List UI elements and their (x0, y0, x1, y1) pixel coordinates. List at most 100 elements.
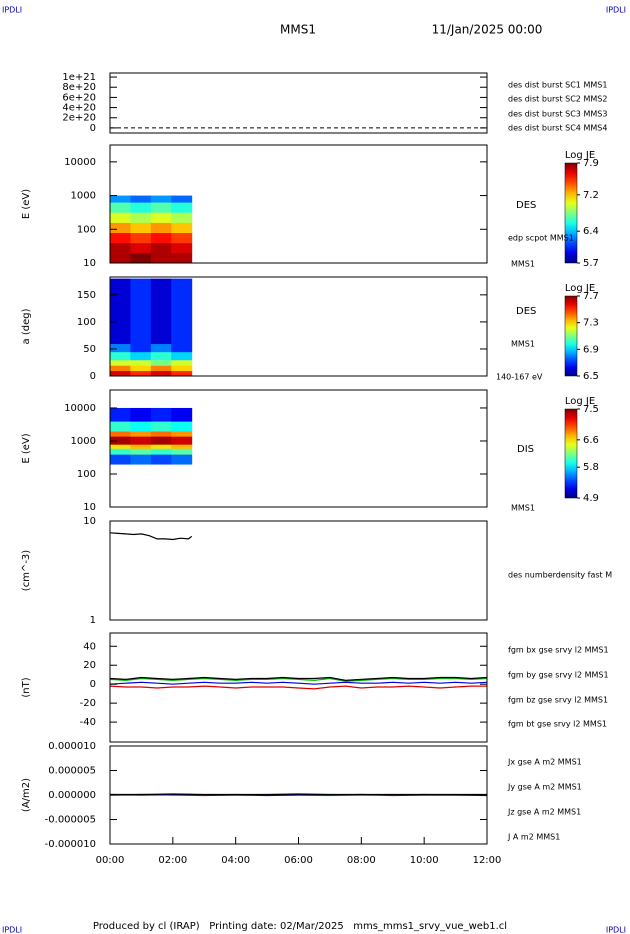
colorbar-tick-label: 5.7 (583, 258, 599, 269)
heatmap-cell (130, 407, 152, 422)
legend-entry: J A m2 MMS1 (507, 833, 560, 842)
heatmap-cell (130, 232, 152, 244)
panel-frame (109, 144, 488, 264)
y-tick-label: 10000 (64, 157, 96, 168)
plot-area (110, 793, 487, 797)
y-tick-label: -0.000005 (45, 815, 96, 826)
y-tick-label: 100 (77, 317, 96, 328)
footer: Produced by cl (IRAP) Printing date: 02/… (93, 921, 507, 932)
y-tick-label: 20 (83, 660, 96, 671)
heatmap-cell (150, 407, 172, 422)
logo: IPDLI (2, 926, 22, 934)
heatmap-cell (110, 351, 131, 361)
heatmap-cell (150, 421, 172, 432)
heatmap-cell (110, 365, 131, 372)
heatmap-cell (110, 421, 131, 432)
colorbar (564, 162, 578, 264)
heatmap-cell (171, 421, 193, 432)
panel-frame (109, 72, 488, 134)
x-tick-label: 08:00 (347, 855, 376, 866)
heatmap-cell (171, 343, 193, 353)
annotation: des numberdensity fast M (508, 571, 612, 580)
logo: IPDLI (606, 6, 626, 15)
heatmap-cell (150, 195, 172, 203)
colorbar-tick-label: 4.9 (583, 493, 599, 504)
heatmap-cell (110, 202, 131, 213)
y-axis-label: (A/m2) (21, 778, 32, 812)
y-tick-label: -0.000010 (45, 839, 96, 850)
heatmap-cell (171, 202, 193, 213)
series-line (110, 685, 487, 690)
panel-frame (109, 389, 488, 508)
y-axis-label: (nT) (21, 677, 32, 697)
heatmap-cell (150, 278, 172, 345)
heatmap-cell (171, 212, 193, 223)
legend-entry: fgm bx gse srvy l2 MMS1 (508, 646, 609, 655)
colorbar-tick-label: 6.5 (583, 371, 599, 382)
y-tick-label: 10 (83, 258, 96, 269)
heatmap-cell (171, 278, 193, 345)
annotation: MMS1 (511, 260, 535, 269)
colorbar-tick-label: 7.9 (583, 158, 599, 169)
heatmap-cell (130, 212, 152, 223)
heatmap-cell (110, 242, 131, 254)
heatmap-cell (171, 370, 193, 376)
plot-area (110, 407, 193, 465)
heatmap-cell (110, 431, 131, 437)
heatmap-cell (150, 370, 172, 376)
heatmap-cell (150, 436, 172, 445)
legend-entry: des dist burst SC1 MMS1 (508, 81, 607, 90)
heatmap-cell (171, 436, 193, 445)
heatmap-cell (130, 359, 152, 366)
heatmap-cell (130, 370, 152, 376)
y-axis-label: E (eV) (21, 189, 32, 219)
annotation: DES (516, 200, 536, 211)
heatmap-cell (171, 242, 193, 254)
heatmap-cell (110, 448, 131, 455)
y-tick-label: 0.000000 (48, 790, 96, 801)
colorbar-tick-label: 6.6 (583, 435, 599, 446)
legend-entry: des dist burst SC4 MMS4 (508, 124, 607, 133)
y-tick-label: 10 (83, 516, 96, 527)
colorbar-tick-label: 5.8 (583, 462, 599, 473)
plot-area (110, 532, 193, 541)
heatmap-cell (110, 370, 131, 376)
heatmap-cell (130, 421, 152, 432)
heatmap-cell (110, 436, 131, 445)
heatmap-cell (171, 448, 193, 455)
heatmap-cell (171, 351, 193, 361)
heatmap-cell (150, 454, 172, 465)
y-tick-label: 40 (83, 641, 96, 652)
plot-area (110, 195, 193, 263)
y-tick-label: 100 (77, 224, 96, 235)
x-tick-label: 02:00 (158, 855, 187, 866)
colorbar-tick-label: 7.2 (583, 190, 599, 201)
colorbar-tick-label: 6.9 (583, 344, 599, 355)
panel-frame (109, 520, 488, 621)
chart-title: MMS1 (280, 23, 316, 37)
x-tick-label: 10:00 (410, 855, 439, 866)
annotation: 140-167 eV (496, 373, 543, 382)
y-tick-label: 1000 (71, 436, 96, 447)
annotation: MMS1 (511, 340, 535, 349)
heatmap-cell (110, 212, 131, 223)
y-tick-label: -40 (80, 717, 96, 728)
heatmap-cell (130, 278, 152, 345)
heatmap-cell (130, 365, 152, 372)
heatmap-cell (130, 343, 152, 353)
heatmap-cell (171, 232, 193, 244)
heatmap-cell (130, 252, 152, 263)
colorbar (564, 295, 578, 377)
heatmap-cell (150, 242, 172, 254)
colorbar-title: Log JE (565, 150, 595, 161)
legend-entry: des dist burst SC2 MMS2 (508, 95, 607, 104)
heatmap-cell (130, 431, 152, 437)
legend-entry: Jx gse A m2 MMS1 (507, 758, 582, 767)
legend-entry: fgm bz gse srvy l2 MMS1 (508, 696, 608, 705)
y-tick-label: 0.000010 (48, 741, 96, 752)
series-line (110, 681, 487, 685)
heatmap-cell (150, 202, 172, 213)
y-tick-label: 0.000005 (48, 766, 96, 777)
logo: IPDLI (606, 926, 626, 934)
heatmap-cell (130, 242, 152, 254)
